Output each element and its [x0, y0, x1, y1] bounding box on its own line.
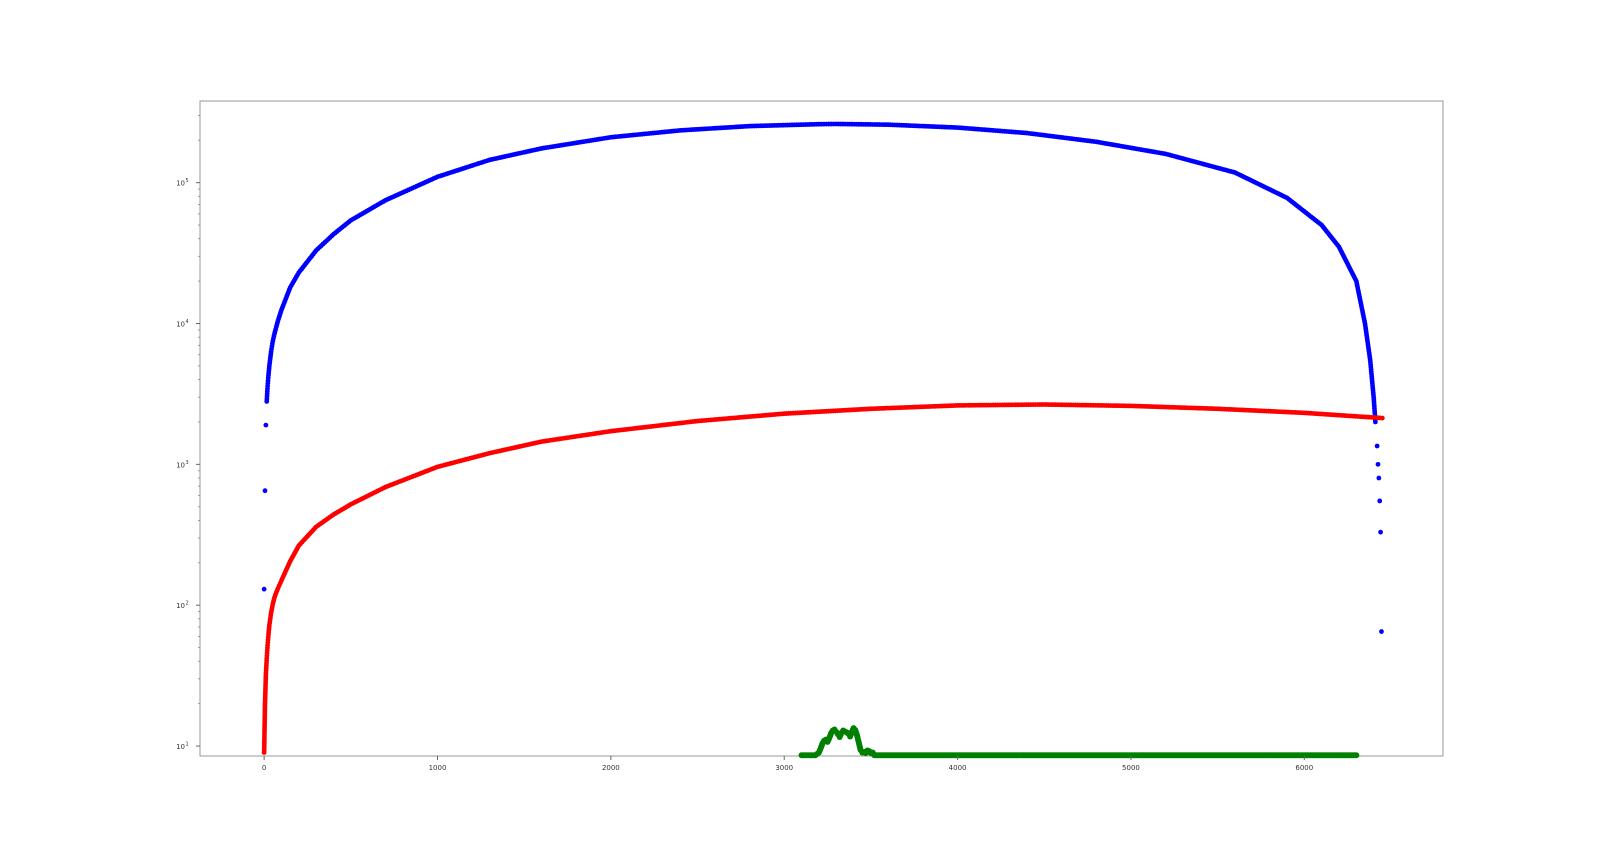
y-tick-label: 10 [176, 321, 185, 329]
series-layer [261, 121, 1385, 759]
x-tick-label: 1000 [429, 764, 447, 772]
data-point [263, 422, 269, 428]
data-point [262, 488, 268, 494]
x-tick-label: 6000 [1295, 764, 1313, 772]
data-point [1375, 461, 1381, 467]
y-tick-exponent: 5 [186, 178, 189, 184]
x-tick-label: 0 [262, 764, 266, 772]
y-tick-label: 10 [176, 461, 185, 469]
data-point [1374, 443, 1380, 449]
data-point [1379, 415, 1385, 421]
series-1 [261, 402, 1385, 755]
data-point [1379, 629, 1384, 634]
data-point [1372, 419, 1378, 425]
x-axis: 0 1000 2000 3000 4000 5000 6000 [262, 756, 1313, 772]
x-tick-label: 2000 [602, 764, 620, 772]
series-2 [798, 725, 1360, 759]
data-point [1353, 752, 1360, 759]
y-tick-label: 10 [176, 180, 185, 188]
x-tick-label: 5000 [1122, 764, 1140, 772]
data-point [1376, 475, 1382, 481]
data-point [261, 586, 267, 592]
x-tick-label: 4000 [949, 764, 967, 772]
y-tick-exponent: 4 [186, 319, 189, 325]
y-tick-label: 10 [176, 743, 185, 751]
series-0 [261, 121, 1384, 634]
y-tick-exponent: 1 [186, 742, 189, 748]
x-tick-label: 3000 [775, 764, 793, 772]
data-point [1378, 529, 1383, 535]
axes-frame [199, 100, 1444, 757]
y-tick-exponent: 3 [186, 460, 189, 466]
y-tick-label: 10 [176, 602, 185, 610]
data-point [1377, 498, 1383, 504]
y-tick-exponent: 2 [186, 601, 189, 607]
